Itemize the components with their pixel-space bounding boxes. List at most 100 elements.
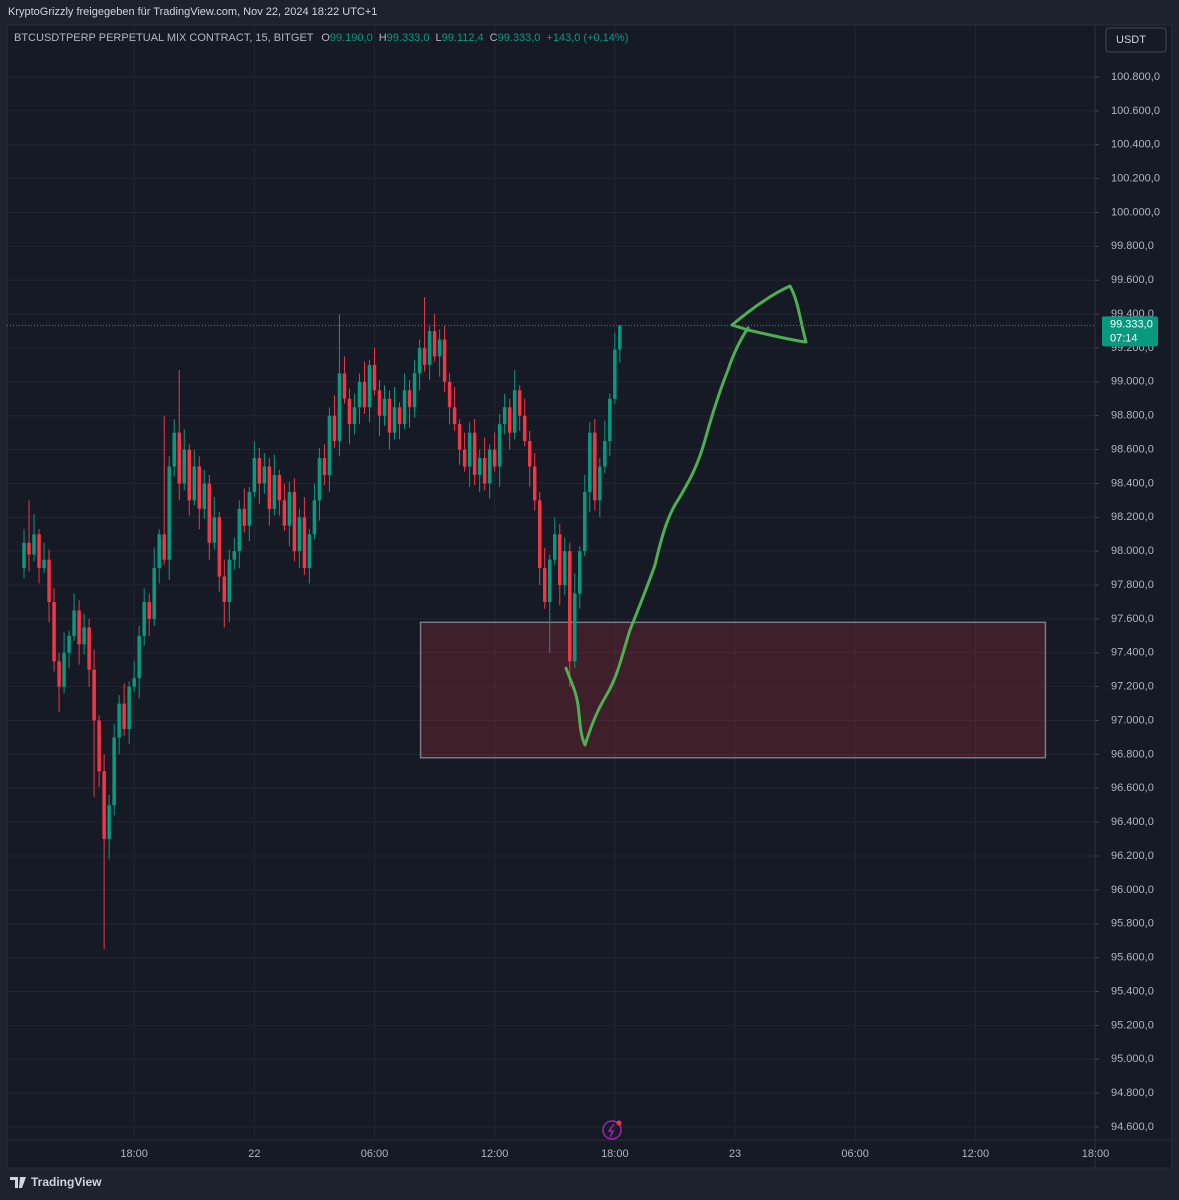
candle-body bbox=[202, 483, 207, 509]
candle-body bbox=[527, 441, 532, 467]
candle-body bbox=[252, 458, 257, 492]
candle-body bbox=[542, 568, 547, 602]
legend-value: 99.190,0 bbox=[330, 32, 373, 44]
candle-body bbox=[87, 627, 91, 670]
alert-dot bbox=[616, 1120, 622, 1126]
candle-body bbox=[152, 568, 156, 619]
y-tick-label: 95.000,0 bbox=[1111, 1053, 1154, 1065]
candle-body bbox=[377, 390, 382, 416]
candle-body bbox=[327, 415, 332, 475]
candle-body bbox=[352, 407, 357, 425]
candle-body bbox=[563, 551, 567, 586]
candle-body bbox=[277, 474, 282, 501]
y-tick-label: 98.800,0 bbox=[1111, 410, 1154, 422]
y-tick-label: 100.600,0 bbox=[1111, 105, 1160, 117]
legend-key: O bbox=[321, 32, 330, 44]
candle-body bbox=[512, 390, 517, 433]
candle-body bbox=[192, 466, 197, 501]
y-tick-label: 95.200,0 bbox=[1111, 1019, 1154, 1031]
candle-body bbox=[432, 331, 437, 357]
candle-body bbox=[117, 703, 121, 738]
candle-body bbox=[417, 347, 422, 374]
y-tick-label: 97.800,0 bbox=[1111, 579, 1154, 591]
candle-body bbox=[107, 805, 111, 840]
y-tick-label: 98.000,0 bbox=[1111, 545, 1154, 557]
price-zone bbox=[419, 621, 1047, 759]
candle-body bbox=[227, 559, 232, 602]
candle-body bbox=[618, 325, 622, 350]
candle-body bbox=[102, 771, 106, 840]
candle-body bbox=[452, 407, 457, 425]
logo: TradingView bbox=[31, 1175, 102, 1189]
candle-body bbox=[447, 381, 452, 408]
candle-body bbox=[593, 432, 597, 501]
y-tick-label: 98.400,0 bbox=[1111, 477, 1154, 489]
candle-body bbox=[72, 610, 76, 636]
candle-body bbox=[82, 627, 86, 645]
y-tick-label: 100.000,0 bbox=[1111, 206, 1160, 218]
y-tick-label: 99.000,0 bbox=[1111, 376, 1154, 388]
candle-body bbox=[287, 491, 292, 526]
candle-body bbox=[367, 364, 372, 408]
x-tick-label: 18:00 bbox=[120, 1148, 148, 1160]
y-tick-label: 97.000,0 bbox=[1111, 714, 1154, 726]
legend-change: +143,0 (+0,14%) bbox=[546, 32, 628, 44]
candle-body bbox=[177, 432, 181, 484]
candle-body bbox=[212, 517, 217, 543]
candle-body bbox=[487, 449, 492, 484]
candle-body bbox=[552, 534, 557, 560]
candle-body bbox=[127, 686, 131, 729]
candle-body bbox=[502, 407, 507, 425]
y-tick-label: 99.600,0 bbox=[1111, 274, 1154, 286]
y-tick-label: 96.000,0 bbox=[1111, 884, 1154, 896]
legend-value: 99.112,4 bbox=[442, 32, 484, 44]
y-tick-label: 97.600,0 bbox=[1111, 613, 1154, 625]
alert-icon[interactable] bbox=[602, 1120, 622, 1140]
candle-body bbox=[322, 458, 327, 475]
candle-body bbox=[347, 398, 352, 425]
candle-body bbox=[52, 601, 56, 662]
y-tick-label: 97.400,0 bbox=[1111, 647, 1154, 659]
candle-body bbox=[182, 449, 186, 484]
candle-body bbox=[608, 398, 612, 442]
candle-body bbox=[292, 491, 297, 552]
x-tick-label: 06:00 bbox=[361, 1148, 389, 1160]
header: KryptoGrizzly freigegeben für TradingVie… bbox=[8, 6, 377, 18]
candle-body bbox=[402, 390, 407, 425]
legend-symbol: BTCUSDTPERP PERPETUAL MIX CONTRACT, 15, … bbox=[14, 32, 314, 44]
candle-body bbox=[588, 432, 592, 492]
last-price-label: 99.333,0 bbox=[1110, 318, 1153, 330]
candle-body bbox=[77, 610, 81, 645]
candle-body bbox=[357, 381, 362, 408]
candle-body bbox=[267, 466, 272, 509]
candle-body bbox=[167, 466, 171, 560]
candle-body bbox=[302, 517, 307, 569]
candle-body bbox=[307, 534, 312, 569]
candle-body bbox=[537, 500, 542, 569]
candle-body bbox=[317, 458, 322, 501]
candle-body bbox=[162, 534, 166, 560]
x-tick-label: 18:00 bbox=[601, 1148, 629, 1160]
currency-button[interactable] bbox=[1105, 27, 1167, 53]
y-tick-label: 98.600,0 bbox=[1111, 443, 1154, 455]
y-tick-label: 100.800,0 bbox=[1111, 71, 1160, 83]
candle-body bbox=[462, 449, 467, 467]
candle-body bbox=[62, 652, 66, 687]
candle-body bbox=[603, 441, 607, 467]
candle-body bbox=[517, 390, 522, 416]
currency: USDT bbox=[1116, 34, 1146, 46]
candle-body bbox=[27, 542, 31, 555]
candle-body bbox=[312, 500, 317, 535]
candle-body bbox=[217, 517, 222, 577]
candle-body bbox=[437, 339, 442, 357]
candle-body bbox=[242, 508, 247, 526]
y-tick-label: 100.200,0 bbox=[1111, 173, 1160, 185]
candle-body bbox=[427, 331, 432, 365]
y-tick-label: 95.400,0 bbox=[1111, 985, 1154, 997]
candle-body bbox=[507, 407, 512, 433]
candle-body bbox=[482, 458, 487, 484]
candle-body bbox=[547, 559, 552, 602]
candle-body bbox=[342, 373, 347, 399]
y-tick-label: 96.800,0 bbox=[1111, 748, 1154, 760]
